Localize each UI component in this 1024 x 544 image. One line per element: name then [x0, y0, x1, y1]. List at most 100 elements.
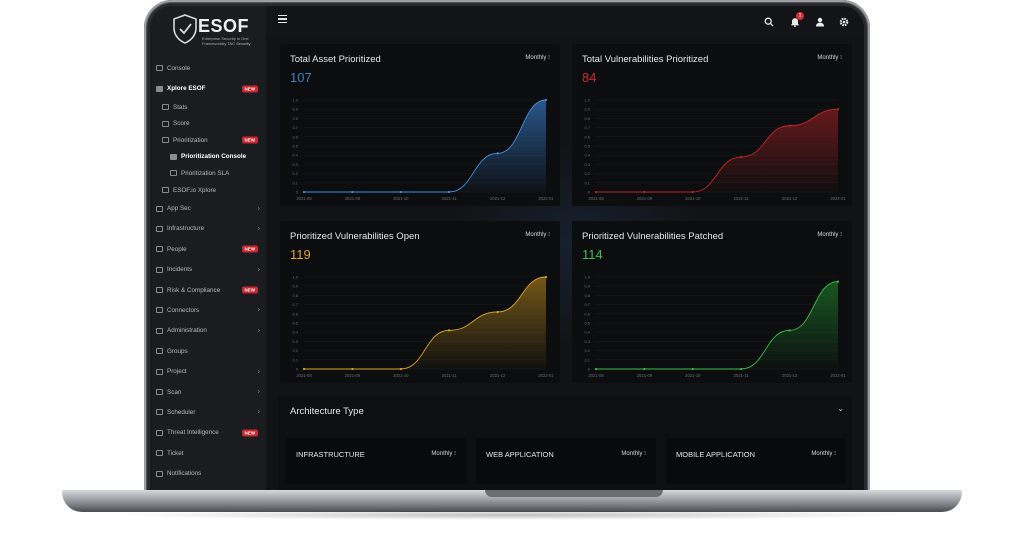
- sidebar-item-label: Administration: [167, 327, 207, 335]
- card-prioritized-vulnerabilities-open: Prioritized Vulnerabilities Open Monthly …: [280, 221, 560, 383]
- sidebar-item-notifications[interactable]: Notifications: [150, 463, 266, 483]
- data-point[interactable]: [740, 155, 743, 159]
- x-tick-label: 2021-08: [296, 373, 312, 378]
- sidebar-item-project[interactable]: Project ›: [150, 361, 266, 381]
- period-filter-dropdown[interactable]: Monthly ⁝: [811, 451, 836, 457]
- data-point[interactable]: [302, 367, 306, 371]
- sidebar-item-label: Console: [167, 64, 191, 72]
- sidebar-item-label: Ticket: [167, 449, 184, 457]
- period-filter-dropdown[interactable]: Monthly ⁝: [525, 55, 550, 61]
- x-tick-label: 2022-01: [538, 196, 554, 201]
- y-tick-label: 1.0: [292, 98, 298, 103]
- sidebar-item-label: Prioritization Console: [181, 153, 247, 161]
- sidebar-item-label: Threat Intelligence: [167, 429, 219, 437]
- y-tick-label: 0: [296, 367, 299, 372]
- user-icon[interactable]: [815, 17, 825, 27]
- y-tick-label: 0.3: [584, 339, 590, 344]
- nav-item-icon: [156, 450, 163, 457]
- data-point[interactable]: [399, 367, 402, 371]
- data-point[interactable]: [544, 275, 548, 279]
- nav-item-icon: [156, 429, 163, 436]
- sidebar-item-esof-io-xplore[interactable]: ESOF.io Xplore: [150, 182, 266, 199]
- data-point[interactable]: [544, 98, 548, 102]
- data-point[interactable]: [399, 190, 402, 194]
- data-point[interactable]: [643, 367, 646, 371]
- sidebar-item-risk-compliance[interactable]: Risk & Compliance NEW: [150, 280, 266, 300]
- sidebar-item-label: App Sec: [167, 205, 191, 213]
- y-tick-label: 0.3: [292, 162, 298, 167]
- sidebar-item-administration[interactable]: Administration ›: [150, 321, 266, 341]
- y-tick-label: 0.6: [292, 311, 298, 316]
- brand-name: ESOF: [198, 16, 250, 36]
- sidebar-item-incidents[interactable]: Incidents ›: [150, 260, 266, 280]
- y-tick-label: 0.6: [584, 134, 590, 139]
- data-point[interactable]: [496, 310, 499, 314]
- sidebar-item-prioritization[interactable]: Prioritization NEW: [150, 132, 266, 149]
- sidebar-item-label: Infrastructure: [167, 225, 205, 233]
- sidebar-item-stats[interactable]: Stats: [150, 99, 266, 116]
- data-point[interactable]: [788, 124, 791, 127]
- period-filter-dropdown[interactable]: Monthly ⁝: [817, 232, 842, 238]
- esof-logo[interactable]: ESOF Enterprise Security in One Framewor…: [172, 14, 252, 48]
- y-tick-label: 0.3: [584, 162, 590, 167]
- period-filter-dropdown[interactable]: Monthly ⁝: [525, 232, 550, 238]
- y-tick-label: 0.2: [584, 348, 590, 353]
- x-tick-label: 2021-12: [782, 196, 798, 201]
- y-tick-label: 0.9: [292, 107, 298, 112]
- period-filter-dropdown[interactable]: Monthly ⁝: [431, 451, 456, 457]
- sidebar-item-prioritization-sla[interactable]: Prioritization SLA: [150, 165, 266, 182]
- sidebar-item-app-sec[interactable]: App Sec ›: [150, 198, 266, 218]
- data-point[interactable]: [643, 190, 646, 194]
- sidebar-item-scheduler[interactable]: Scheduler ›: [150, 402, 266, 422]
- data-point[interactable]: [351, 367, 354, 371]
- hamburger-menu-icon[interactable]: [278, 15, 287, 24]
- architecture-type-section: Architecture Type ⌄ INFRASTRUCTURE Month…: [278, 396, 852, 494]
- search-icon[interactable]: [764, 17, 774, 27]
- data-point[interactable]: [594, 367, 598, 371]
- sidebar-item-xplore-esof[interactable]: Xplore ESOF NEW: [150, 78, 266, 98]
- y-tick-label: 0.1: [292, 180, 298, 185]
- sidebar-item-scan[interactable]: Scan ›: [150, 382, 266, 402]
- nav-item-icon: [156, 470, 163, 477]
- data-point[interactable]: [836, 280, 840, 283]
- sidebar-item-ticket[interactable]: Ticket: [150, 443, 266, 463]
- sidebar-item-people[interactable]: People NEW: [150, 239, 266, 259]
- notification-button[interactable]: 1: [790, 12, 804, 27]
- sidebar-item-groups[interactable]: Groups: [150, 341, 266, 361]
- data-point[interactable]: [691, 190, 694, 194]
- data-point[interactable]: [302, 190, 306, 194]
- data-point[interactable]: [788, 329, 791, 332]
- period-filter-dropdown[interactable]: Monthly ⁝: [621, 451, 646, 457]
- sidebar-item-connectors[interactable]: Connectors ›: [150, 300, 266, 320]
- y-tick-label: 0.4: [292, 330, 298, 335]
- sidebar-item-label: Xplore ESOF: [167, 85, 206, 93]
- sidebar-item-infrastructure[interactable]: Infrastructure ›: [150, 219, 266, 239]
- sidebar-item-prioritization-console[interactable]: Prioritization Console: [150, 149, 266, 166]
- sidebar-item-score[interactable]: Score: [150, 115, 266, 132]
- data-point[interactable]: [351, 190, 354, 194]
- data-point[interactable]: [448, 329, 451, 332]
- data-point[interactable]: [448, 190, 451, 194]
- chevron-right-icon: ›: [257, 368, 260, 376]
- x-tick-label: 2021-09: [637, 196, 653, 201]
- data-point[interactable]: [836, 108, 840, 111]
- y-tick-label: 0.6: [584, 311, 590, 316]
- arch-card-title: MOBILE APPLICATION: [676, 450, 756, 459]
- data-point[interactable]: [691, 367, 694, 371]
- period-filter-dropdown[interactable]: Monthly ⁝: [817, 55, 842, 61]
- chevron-right-icon: ›: [257, 266, 260, 274]
- bell-icon: [791, 18, 799, 27]
- gear-icon[interactable]: [839, 17, 849, 27]
- sidebar-item-console[interactable]: Console: [150, 58, 266, 78]
- sidebar-item-threat-intelligence[interactable]: Threat Intelligence NEW: [150, 423, 266, 443]
- x-tick-label: 2022-01: [538, 373, 554, 378]
- y-tick-label: 0.1: [584, 357, 590, 362]
- data-point[interactable]: [496, 152, 499, 155]
- card-title: Prioritized Vulnerabilities Open: [290, 231, 420, 242]
- chevron-down-icon[interactable]: ⌄: [837, 404, 844, 413]
- nav-item-icon: [156, 368, 163, 375]
- y-tick-label: 0.8: [292, 293, 298, 298]
- data-point[interactable]: [594, 190, 598, 194]
- new-badge: NEW: [241, 136, 258, 144]
- data-point[interactable]: [740, 367, 743, 371]
